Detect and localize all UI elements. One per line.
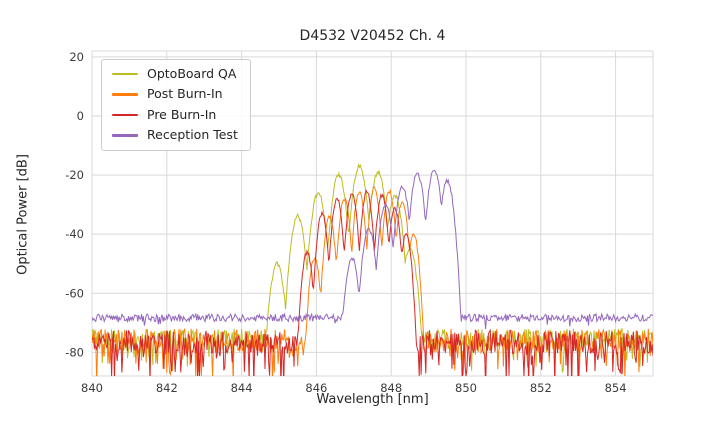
svg-text:844: 844 — [231, 381, 253, 395]
legend-item-pre-burn-in: Pre Burn-In — [112, 106, 238, 122]
x-axis-label: Wavelength [nm] — [316, 392, 429, 407]
chart-title: D4532 V20452 Ch. 4 — [299, 28, 446, 44]
svg-text:0: 0 — [77, 109, 84, 123]
svg-text:848: 848 — [380, 381, 402, 395]
svg-text:840: 840 — [81, 381, 103, 395]
legend-swatch-optoboard-qa — [112, 72, 138, 76]
legend-item-post-burn-in: Post Burn-In — [112, 86, 238, 102]
legend-label: OptoBoard QA — [147, 66, 237, 81]
legend-swatch-pre-burn-in — [112, 113, 138, 117]
svg-text:852: 852 — [530, 381, 552, 395]
legend-item-reception-test: Reception Test — [112, 127, 238, 143]
legend-swatch-post-burn-in — [112, 93, 138, 96]
legend-item-optoboard-qa: OptoBoard QA — [112, 66, 238, 81]
legend: OptoBoard QA Post Burn-In Pre Burn-In Re… — [101, 59, 251, 151]
svg-text:-80: -80 — [65, 345, 84, 359]
svg-text:-20: -20 — [65, 168, 84, 182]
svg-text:846: 846 — [305, 381, 327, 395]
legend-swatch-reception-test — [112, 134, 138, 137]
svg-text:-40: -40 — [65, 227, 84, 241]
legend-label: Reception Test — [147, 127, 238, 143]
svg-text:842: 842 — [156, 381, 178, 395]
legend-label: Post Burn-In — [147, 86, 223, 102]
legend-label: Pre Burn-In — [147, 106, 217, 122]
svg-text:854: 854 — [605, 381, 627, 395]
svg-text:-60: -60 — [65, 286, 84, 300]
svg-text:20: 20 — [69, 50, 84, 64]
svg-text:850: 850 — [455, 381, 477, 395]
